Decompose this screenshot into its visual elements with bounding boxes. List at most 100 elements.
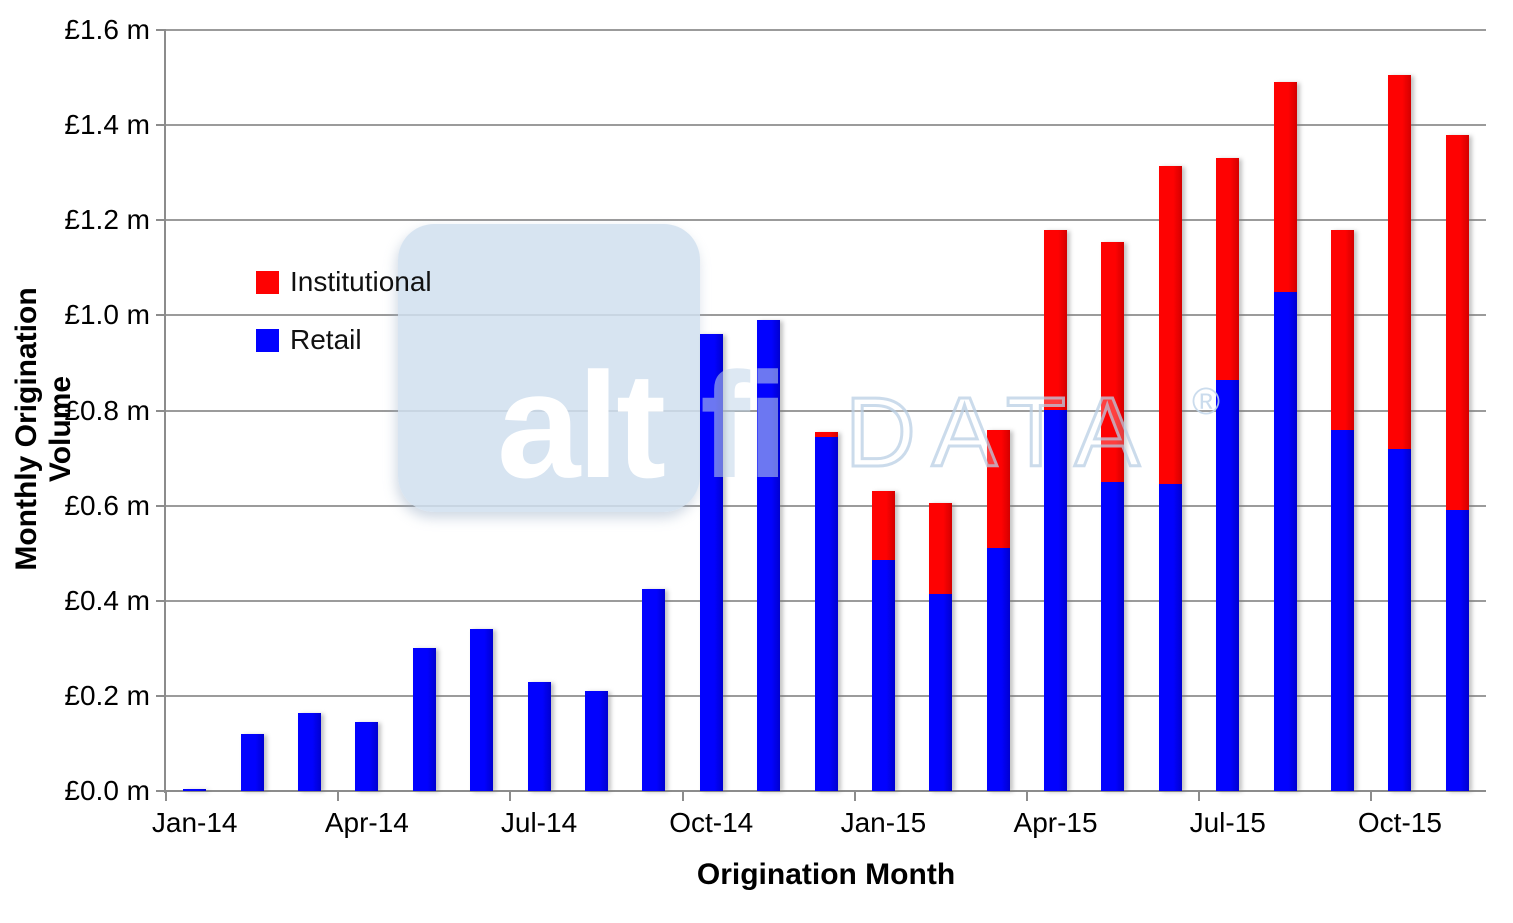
bar-segment-retail-Jul-14 <box>527 681 551 791</box>
watermark-brand-fi: fi <box>700 341 789 509</box>
retail-swatch-icon <box>256 328 279 352</box>
x-axis-tick-label: Jul-15 <box>1189 807 1266 838</box>
bar-column-Aug-15 <box>1273 82 1297 791</box>
x-axis-tick <box>1025 791 1028 801</box>
y-axis-tick-label: £1.6 m <box>64 14 150 45</box>
y-axis-tick-label: £0.8 m <box>64 394 150 426</box>
registered-trademark-icon: ® <box>1192 381 1220 423</box>
gridline <box>166 314 1486 317</box>
bar-column-Nov-14 <box>757 320 781 791</box>
y-axis-tick <box>156 409 166 412</box>
watermark-logo-square <box>398 224 700 512</box>
bar-column-Jan-14 <box>183 788 207 791</box>
bar-segment-retail-Feb-14 <box>240 733 264 791</box>
bar-column-Oct-15 <box>1388 75 1412 791</box>
bar-column-Oct-14 <box>699 334 723 791</box>
bar-segment-institutional-Jun-15 <box>1158 165 1182 485</box>
bar-segment-retail-Mar-15 <box>986 548 1010 791</box>
x-axis-title: Origination Month <box>696 858 956 891</box>
x-axis-tick <box>165 791 167 801</box>
y-axis-tick-label: £0.6 m <box>64 489 150 521</box>
bar-column-Apr-14 <box>355 722 379 791</box>
y-axis-line <box>164 30 166 793</box>
bar-column-Dec-14 <box>814 431 838 791</box>
bar-segment-retail-Oct-14 <box>699 334 723 791</box>
bar-segment-retail-Jan-15 <box>871 560 895 791</box>
y-axis-tick <box>156 504 166 507</box>
x-axis-tick-label: Apr-14 <box>324 807 409 838</box>
chart-legend: Institutional Retail <box>256 263 432 379</box>
bar-segment-institutional-Aug-15 <box>1273 82 1297 292</box>
bar-segment-retail-Nov-15 <box>1445 510 1469 791</box>
bar-column-Jun-14 <box>470 629 494 791</box>
y-axis-tick <box>156 694 166 697</box>
bar-column-Jun-15 <box>1158 165 1182 791</box>
bar-segment-retail-Apr-14 <box>355 722 379 791</box>
bar-segment-retail-May-14 <box>412 648 436 791</box>
bar-column-May-15 <box>1101 241 1125 791</box>
y-axis-tick-label: £1.0 m <box>64 299 150 331</box>
x-axis-tick-label: Apr-15 <box>1013 807 1098 838</box>
x-axis-tick <box>1370 791 1373 801</box>
bar-segment-institutional-Jan-15 <box>871 491 895 561</box>
bar-segment-retail-Dec-14 <box>814 436 838 791</box>
bar-segment-institutional-Jul-15 <box>1216 158 1240 380</box>
bar-segment-retail-Jul-15 <box>1216 379 1240 791</box>
bar-segment-institutional-May-15 <box>1101 241 1125 482</box>
bar-column-Mar-14 <box>297 712 321 791</box>
x-axis-tick-label: Jul-14 <box>500 807 578 838</box>
watermark-brand-alt: alt <box>497 341 666 509</box>
bar-column-Sep-14 <box>642 588 666 791</box>
x-axis-tick-label: Jan-14 <box>151 807 238 838</box>
y-axis-tick-label: £0.0 m <box>64 775 150 806</box>
bar-column-Nov-15 <box>1445 134 1469 791</box>
bar-segment-retail-Jan-14 <box>183 788 207 791</box>
bar-segment-retail-Feb-15 <box>929 593 953 791</box>
bar-segment-institutional-Apr-15 <box>1044 229 1068 411</box>
y-axis-tick <box>156 29 166 31</box>
bar-column-Feb-14 <box>240 733 264 791</box>
bar-column-Feb-15 <box>929 503 953 791</box>
bar-segment-institutional-Sep-15 <box>1331 229 1355 430</box>
bar-column-Aug-14 <box>584 691 608 791</box>
bar-segment-retail-Aug-15 <box>1273 291 1297 791</box>
bar-segment-institutional-Dec-14 <box>814 431 838 437</box>
y-axis-title: Monthly Origination Volume <box>10 287 77 571</box>
bar-column-Jan-15 <box>871 491 895 791</box>
bar-segment-retail-Apr-15 <box>1044 410 1068 791</box>
x-axis-line <box>166 790 1486 792</box>
x-axis-tick <box>337 791 340 801</box>
bar-column-Jul-15 <box>1216 158 1240 791</box>
bar-column-Sep-15 <box>1331 229 1355 791</box>
bar-segment-institutional-Oct-15 <box>1388 75 1412 449</box>
bar-segment-retail-Jun-14 <box>470 629 494 791</box>
bar-column-Mar-15 <box>986 429 1010 791</box>
bar-segment-retail-Oct-15 <box>1388 448 1412 791</box>
legend-label-institutional: Institutional <box>290 266 432 297</box>
y-axis-tick <box>156 314 166 317</box>
y-axis-tick <box>156 599 166 602</box>
institutional-swatch-icon <box>256 270 279 294</box>
bar-segment-retail-Sep-14 <box>642 588 666 791</box>
bar-column-Jul-14 <box>527 681 551 791</box>
x-axis-tick-label: Jan-15 <box>840 807 927 838</box>
y-axis-tick-label: £1.4 m <box>64 109 150 141</box>
watermark-brand-data: DATA <box>844 377 1156 487</box>
bar-segment-retail-Nov-14 <box>757 320 781 791</box>
y-axis-tick <box>156 219 166 222</box>
bar-column-Apr-15 <box>1044 229 1068 791</box>
gridline <box>166 29 1486 31</box>
bar-column-May-14 <box>412 648 436 791</box>
bar-segment-institutional-Mar-15 <box>986 429 1010 549</box>
legend-entry-retail: Retail <box>256 321 432 359</box>
y-axis-tick-label: £1.2 m <box>64 204 150 236</box>
y-axis-tick <box>156 124 166 127</box>
x-axis-tick <box>853 791 856 801</box>
bar-segment-retail-Sep-15 <box>1331 429 1355 791</box>
bar-segment-retail-Aug-14 <box>584 691 608 791</box>
x-axis-tick <box>1198 791 1201 801</box>
gridline <box>166 124 1486 127</box>
y-axis-tick-label: £0.2 m <box>64 679 150 711</box>
bar-segment-retail-Mar-14 <box>297 712 321 791</box>
